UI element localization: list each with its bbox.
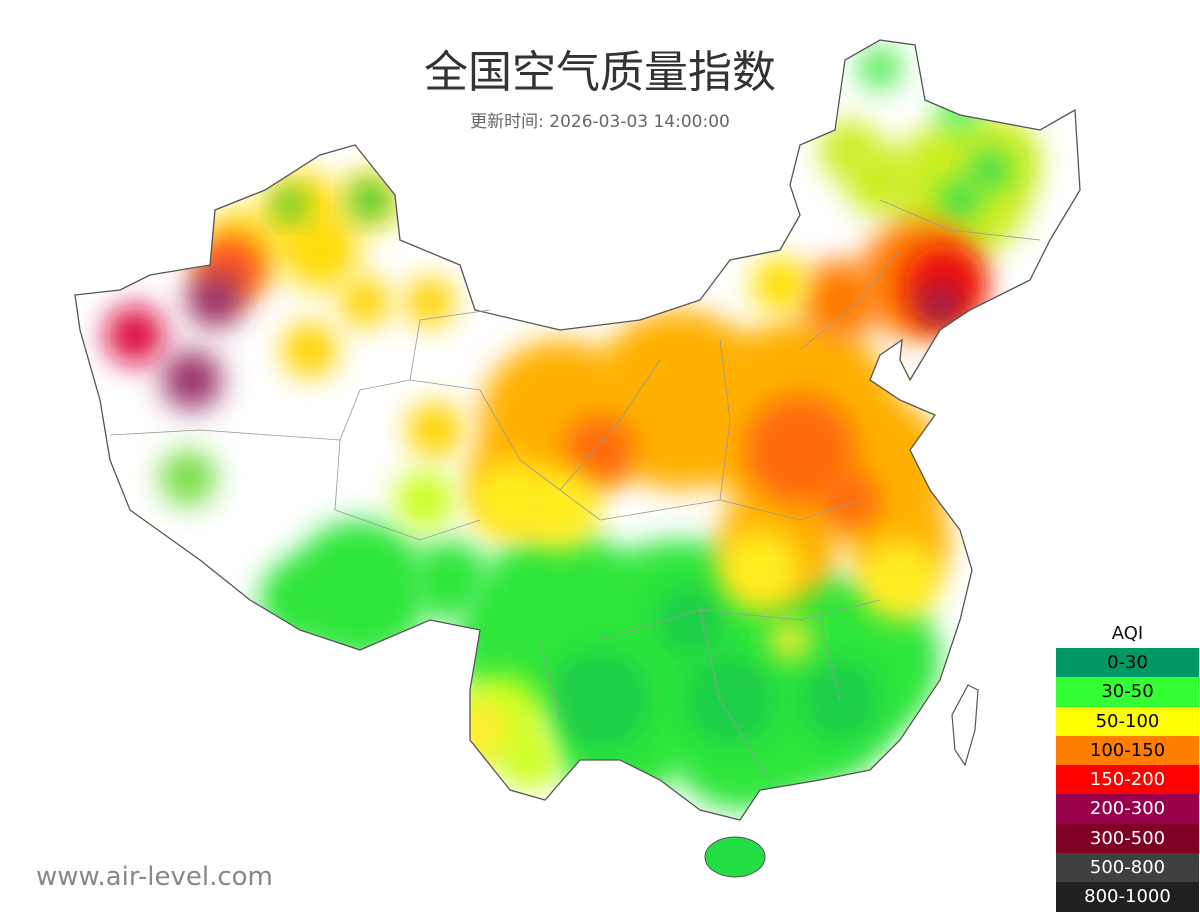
aqi-blob [820,470,880,530]
aqi-blob [282,322,338,378]
legend-item: 150-200 [1056,765,1199,795]
legend-item: 300-500 [1056,823,1199,854]
aqi-blob [105,305,165,365]
aqi-blob [858,46,902,90]
province-border-line [719,339,731,501]
province-border-line [334,439,481,541]
page-title: 全国空气质量指数 [424,47,776,98]
province-border-line [409,309,491,381]
aqi-blob [745,395,855,505]
aqi-blob [655,585,725,655]
province-border-line [699,609,771,781]
aqi-heat-field [105,46,1040,810]
aqi-blob [752,257,808,313]
province-border-line [599,499,861,521]
aqi-legend: AQI 0-30 30-50 50-100 100-150 150-200 200-300… [1056,620,1199,912]
province-border-line [109,379,481,441]
aqi-blob [940,180,980,220]
aqi-blob [800,260,880,340]
aqi-blob [770,620,810,660]
legend-item: 0-30 [1056,648,1199,678]
aqi-blob [407,402,463,458]
aqi-blob [918,283,962,327]
aqi-blob [450,700,510,760]
aqi-blob [260,560,340,640]
update-time: 更新时间: 2026-03-03 14:00:00 [470,112,730,132]
aqi-blob [352,182,388,218]
aqi-blob [160,450,216,506]
aqi-blob [970,150,1010,190]
aqi-blob [860,540,940,620]
aqi-blob [280,210,360,290]
aqi-blob [187,272,243,328]
aqi-blob [685,655,775,745]
legend-item: 30-50 [1056,677,1199,707]
province-borders [109,199,1041,781]
aqi-blob [820,120,880,180]
legend-item: 100-150 [1056,735,1199,766]
province-border-line [799,249,901,351]
china-border [74,39,1081,821]
aqi-blob [500,730,560,790]
aqi-blob [395,470,455,530]
aqi-blob [275,190,305,220]
aqi-blob [565,415,635,485]
legend-item: 500-800 [1056,853,1199,883]
province-border-line [599,599,881,641]
legend-item: 50-100 [1056,706,1199,736]
aqi-blob [550,650,650,750]
province-border-line [559,359,661,491]
taiwan-island [951,684,979,767]
site-watermark: www.air-level.com [36,862,273,892]
legend-item: 800-1000 [1056,882,1199,912]
province-border-line [479,389,601,521]
aqi-blob [405,277,455,327]
legend-title: AQI [1111,623,1144,644]
hainan-island [704,836,766,878]
legend-item: 200-300 [1056,794,1199,824]
aqi-blob [162,350,222,410]
aqi-blob [720,530,800,610]
province-border-line [879,199,1041,241]
aqi-blob [410,540,490,620]
aqi-blob [938,88,982,132]
aqi-blob [340,277,390,327]
province-border-line [819,619,841,701]
province-border-line [539,639,561,721]
aqi-blob [520,470,600,550]
